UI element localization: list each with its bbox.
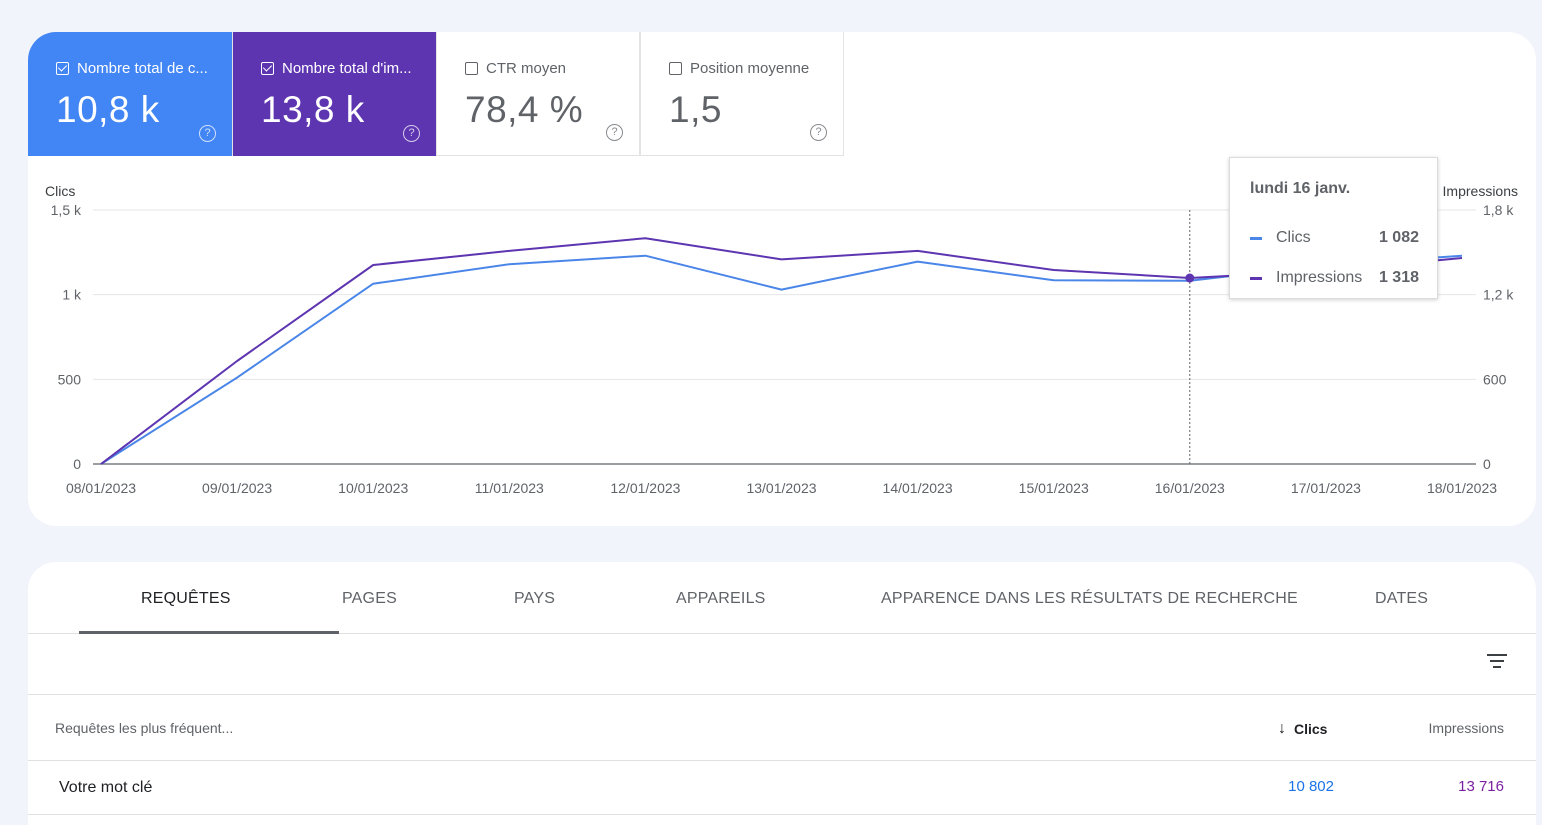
metric-average-ctr[interactable]: CTR moyen 78,4 % ? [436, 32, 640, 156]
sort-arrow-down-icon: ↓ [1278, 720, 1286, 737]
metric-total-impressions[interactable]: Nombre total d'im... 13,8 k ? [232, 32, 436, 156]
y-left-tick-label: 1,5 k [51, 202, 82, 218]
metric-label: Nombre total d'im... [282, 60, 412, 77]
tooltip-date: lundi 16 janv. [1250, 180, 1351, 197]
dimensions-card: REQUÊTES PAGES PAYS APPAREILS APPARENCE … [28, 562, 1536, 825]
row-clicks: 10 802 [1288, 778, 1334, 795]
tab-countries[interactable]: PAYS [514, 590, 556, 607]
metric-total-impressions-header: Nombre total d'im... [261, 60, 436, 77]
metric-average-ctr-header: CTR moyen [465, 60, 639, 77]
metric-label: Nombre total de c... [77, 60, 208, 77]
x-tick-label: 13/01/2023 [746, 480, 816, 496]
metric-total-clicks[interactable]: Nombre total de c... 10,8 k ? [28, 32, 232, 156]
metric-cards: Nombre total de c... 10,8 k ? Nombre tot… [28, 32, 844, 156]
table-header: Requêtes les plus fréquent... ↓ Clics Im… [28, 695, 1536, 761]
impressions-swatch-icon [1250, 276, 1262, 280]
row-impressions: 13 716 [1458, 778, 1504, 795]
y-right-axis-title: Impressions [1443, 183, 1518, 199]
clicks-swatch-icon [1250, 236, 1262, 240]
help-icon[interactable]: ? [403, 125, 420, 142]
column-header-impressions[interactable]: Impressions [1428, 720, 1504, 736]
tooltip-row-value: 1 318 [1378, 269, 1419, 286]
dimension-tabs: REQUÊTES PAGES PAYS APPAREILS APPARENCE … [28, 562, 1536, 634]
y-right-tick-label: 1,2 k [1483, 287, 1514, 303]
x-tick-label: 10/01/2023 [338, 480, 408, 496]
tab-search-appearance[interactable]: APPARENCE DANS LES RÉSULTATS DE RECHERCH… [881, 590, 1298, 607]
column-header-clicks[interactable]: ↓ Clics [1278, 720, 1327, 738]
metric-total-clicks-header: Nombre total de c... [56, 60, 232, 77]
x-tick-label: 08/01/2023 [66, 480, 136, 496]
y-right-tick-label: 1,8 k [1483, 202, 1514, 218]
tab-dates[interactable]: DATES [1375, 590, 1429, 607]
tooltip-row-impressions: Impressions 1 318 [1250, 258, 1419, 298]
checkbox-unchecked-icon[interactable] [465, 62, 478, 75]
x-tick-label: 16/01/2023 [1155, 480, 1225, 496]
metric-value: 1,5 [669, 89, 722, 130]
help-icon[interactable]: ? [810, 124, 827, 141]
metric-label: Position moyenne [690, 60, 810, 77]
x-tick-label: 18/01/2023 [1427, 480, 1497, 496]
tab-devices[interactable]: APPAREILS [676, 590, 766, 607]
metric-value: 78,4 % [465, 89, 584, 130]
x-tick-label: 15/01/2023 [1019, 480, 1089, 496]
x-tick-label: 12/01/2023 [610, 480, 680, 496]
column-header-clicks-label: Clics [1294, 721, 1328, 737]
checkbox-checked-icon[interactable] [56, 62, 69, 75]
tooltip-row-label: Clics [1276, 229, 1311, 246]
metric-value: 13,8 k [261, 89, 365, 130]
y-left-tick-label: 0 [73, 456, 81, 472]
checkbox-checked-icon[interactable] [261, 62, 274, 75]
y-right-tick-label: 600 [1483, 371, 1507, 387]
active-tab-indicator [79, 631, 339, 634]
y-left-tick-label: 500 [58, 371, 82, 387]
column-header-queries[interactable]: Requêtes les plus fréquent... [55, 720, 234, 736]
table-toolbar [28, 634, 1536, 695]
y-left-tick-label: 1 k [62, 287, 82, 303]
metric-average-position[interactable]: Position moyenne 1,5 ? [640, 32, 844, 156]
performance-card: Nombre total de c... 10,8 k ? Nombre tot… [28, 32, 1536, 526]
tab-queries[interactable]: REQUÊTES [141, 590, 231, 607]
metric-value: 10,8 k [56, 89, 160, 130]
x-tick-label: 17/01/2023 [1291, 480, 1361, 496]
tooltip-row-label: Impressions [1276, 269, 1363, 286]
help-icon[interactable]: ? [199, 125, 216, 142]
tab-pages[interactable]: PAGES [342, 590, 397, 607]
x-tick-label: 09/01/2023 [202, 480, 272, 496]
help-icon[interactable]: ? [606, 124, 623, 141]
hover-point [1185, 273, 1195, 283]
table-row[interactable]: Votre mot clé 10 802 13 716 [28, 761, 1536, 815]
tooltip-row-value: 1 082 [1378, 229, 1419, 246]
checkbox-unchecked-icon[interactable] [669, 62, 682, 75]
metric-label: CTR moyen [486, 60, 567, 77]
filter-icon[interactable] [1486, 654, 1508, 672]
x-tick-label: 14/01/2023 [883, 480, 953, 496]
row-query: Votre mot clé [59, 779, 153, 796]
tooltip-row-clicks: Clics 1 082 [1250, 218, 1419, 258]
metric-average-position-header: Position moyenne [669, 60, 843, 77]
x-tick-label: 11/01/2023 [475, 480, 544, 496]
y-right-tick-label: 0 [1483, 456, 1491, 472]
y-left-axis-title: Clics [45, 183, 75, 199]
chart-tooltip: lundi 16 janv. Clics 1 082 Impressions 1… [1229, 157, 1438, 299]
